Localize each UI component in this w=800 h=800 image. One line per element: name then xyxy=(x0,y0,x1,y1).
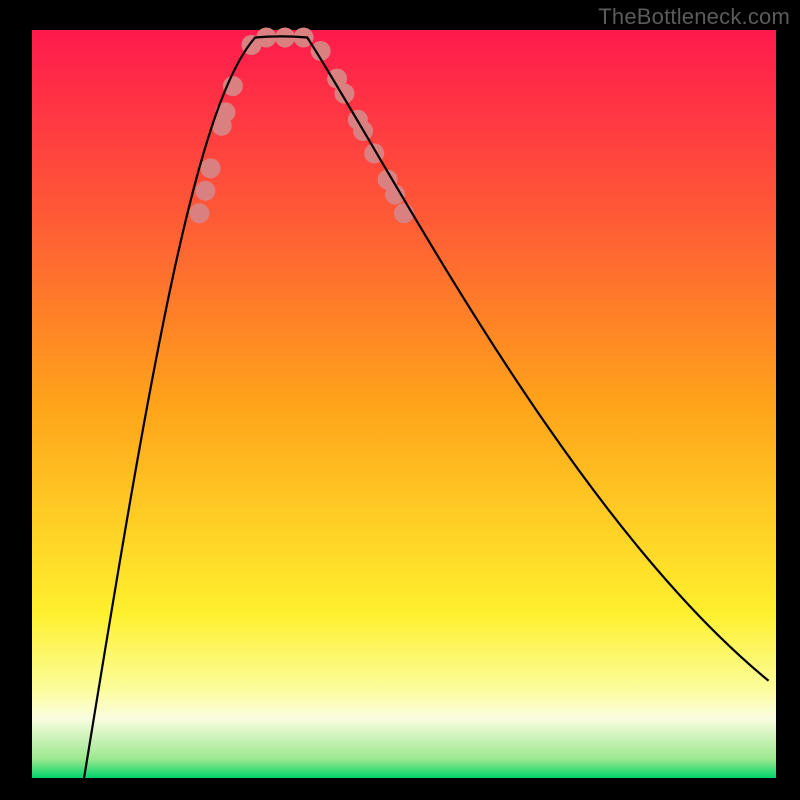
chart-svg xyxy=(0,0,800,800)
watermark: TheBottleneck.com xyxy=(598,4,790,30)
marker-point xyxy=(189,203,209,223)
marker-point xyxy=(201,158,221,178)
marker-point xyxy=(195,181,215,201)
bottleneck-curve xyxy=(84,36,768,778)
